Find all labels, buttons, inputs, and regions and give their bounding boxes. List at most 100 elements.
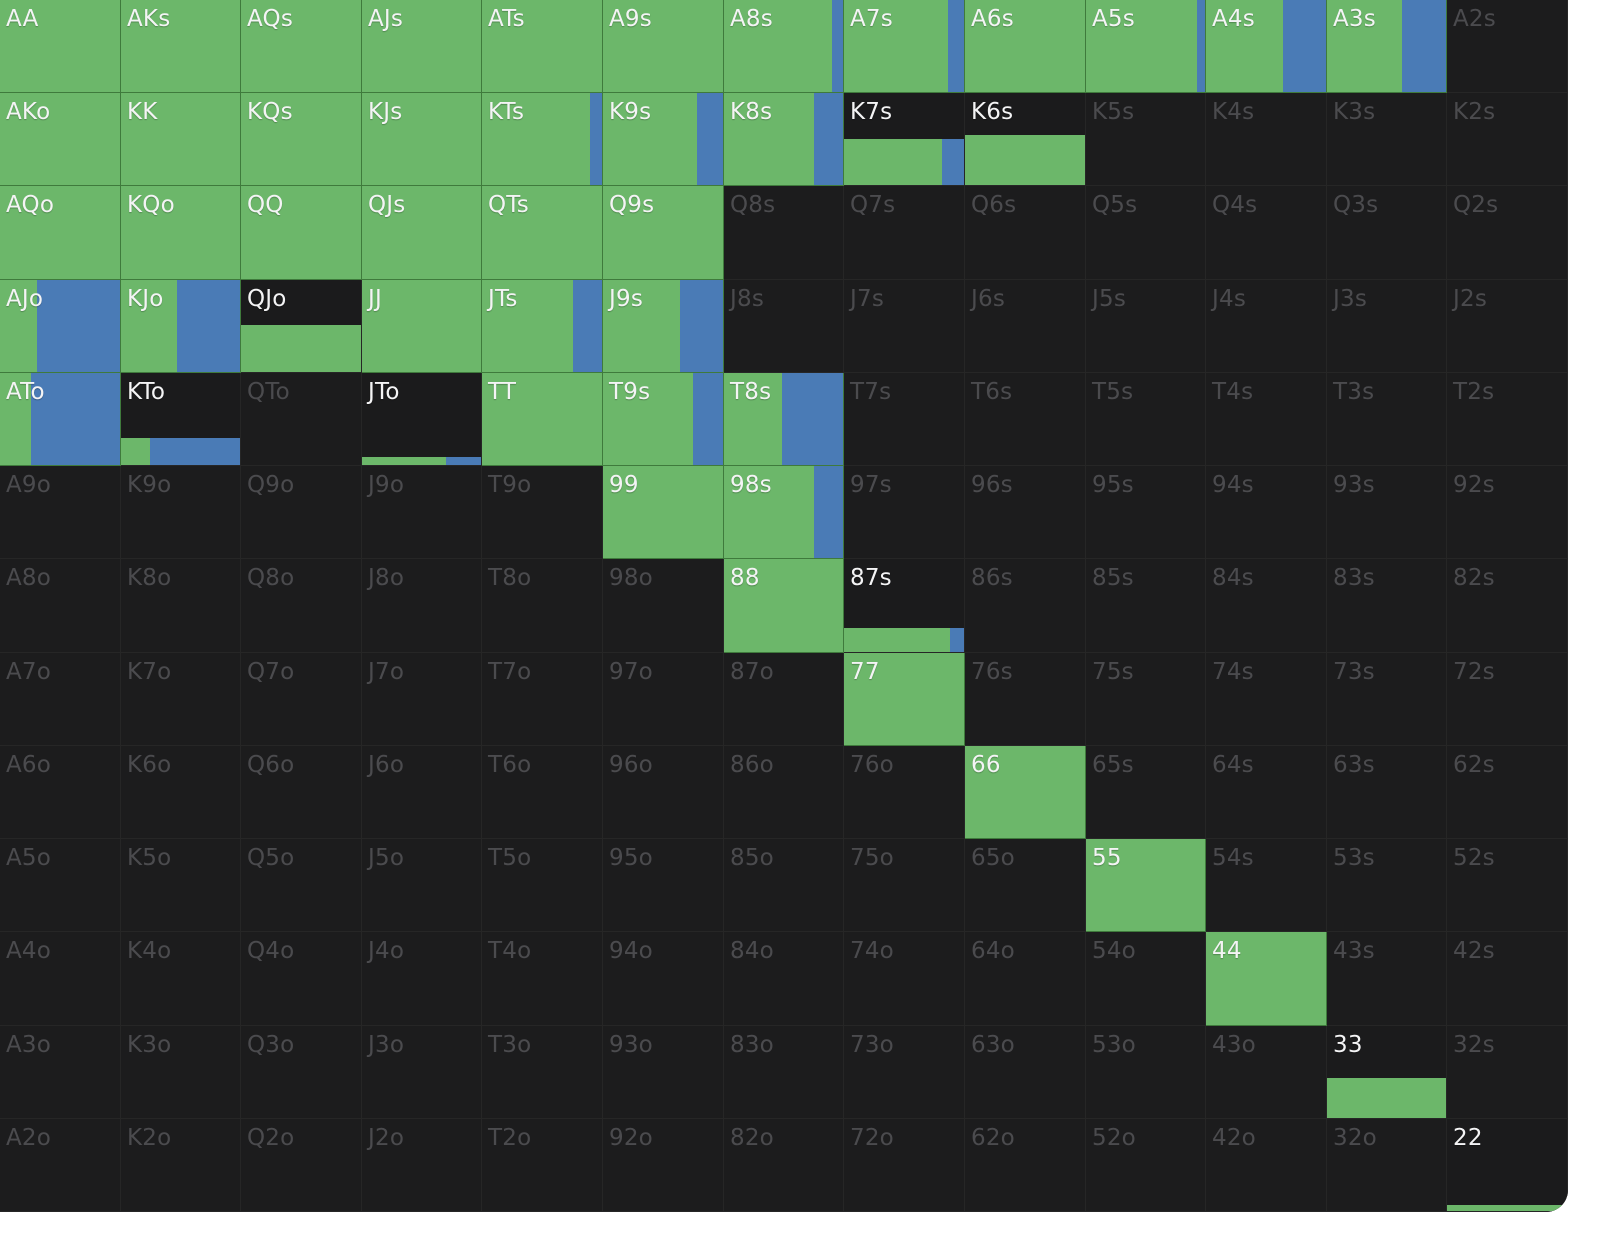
hand-cell-A5o[interactable]: A5o xyxy=(0,839,121,932)
hand-cell-63o[interactable]: 63o xyxy=(965,1026,1086,1119)
hand-cell-QTo[interactable]: QTo xyxy=(241,373,362,466)
hand-cell-A6s[interactable]: A6s xyxy=(965,0,1086,93)
hand-cell-54s[interactable]: 54s xyxy=(1206,839,1327,932)
hand-cell-74s[interactable]: 74s xyxy=(1206,653,1327,746)
hand-cell-J5o[interactable]: J5o xyxy=(362,839,482,932)
hand-cell-Q4o[interactable]: Q4o xyxy=(241,932,362,1026)
hand-cell-42s[interactable]: 42s xyxy=(1447,932,1568,1026)
hand-cell-T6s[interactable]: T6s xyxy=(965,373,1086,466)
hand-cell-98s[interactable]: 98s xyxy=(724,466,844,559)
hand-cell-43s[interactable]: 43s xyxy=(1327,932,1447,1026)
hand-cell-K3o[interactable]: K3o xyxy=(121,1026,241,1119)
hand-cell-AKo[interactable]: AKo xyxy=(0,93,121,186)
hand-cell-K4s[interactable]: K4s xyxy=(1206,93,1327,186)
hand-cell-53o[interactable]: 53o xyxy=(1086,1026,1206,1119)
hand-cell-72s[interactable]: 72s xyxy=(1447,653,1568,746)
hand-cell-J2o[interactable]: J2o xyxy=(362,1119,482,1212)
hand-cell-Q5o[interactable]: Q5o xyxy=(241,839,362,932)
hand-cell-Q6o[interactable]: Q6o xyxy=(241,746,362,839)
hand-cell-T5o[interactable]: T5o xyxy=(482,839,603,932)
hand-cell-A8o[interactable]: A8o xyxy=(0,559,121,653)
hand-cell-KJs[interactable]: KJs xyxy=(362,93,482,186)
hand-cell-83s[interactable]: 83s xyxy=(1327,559,1447,653)
hand-cell-T2o[interactable]: T2o xyxy=(482,1119,603,1212)
hand-cell-86o[interactable]: 86o xyxy=(724,746,844,839)
hand-cell-98o[interactable]: 98o xyxy=(603,559,724,653)
hand-cell-43o[interactable]: 43o xyxy=(1206,1026,1327,1119)
hand-cell-K7o[interactable]: K7o xyxy=(121,653,241,746)
hand-cell-KTo[interactable]: KTo xyxy=(121,373,241,466)
hand-cell-Q6s[interactable]: Q6s xyxy=(965,186,1086,280)
hand-cell-Q7o[interactable]: Q7o xyxy=(241,653,362,746)
hand-cell-T8s[interactable]: T8s xyxy=(724,373,844,466)
hand-cell-A4o[interactable]: A4o xyxy=(0,932,121,1026)
hand-cell-KJo[interactable]: KJo xyxy=(121,280,241,373)
hand-cell-32o[interactable]: 32o xyxy=(1327,1119,1447,1212)
hand-cell-ATs[interactable]: ATs xyxy=(482,0,603,93)
hand-cell-A7s[interactable]: A7s xyxy=(844,0,965,93)
hand-cell-T4s[interactable]: T4s xyxy=(1206,373,1327,466)
hand-cell-72o[interactable]: 72o xyxy=(844,1119,965,1212)
hand-cell-K9o[interactable]: K9o xyxy=(121,466,241,559)
hand-cell-T4o[interactable]: T4o xyxy=(482,932,603,1026)
hand-cell-99[interactable]: 99 xyxy=(603,466,724,559)
hand-cell-KTs[interactable]: KTs xyxy=(482,93,603,186)
hand-cell-A3s[interactable]: A3s xyxy=(1327,0,1447,93)
hand-cell-T9s[interactable]: T9s xyxy=(603,373,724,466)
hand-cell-88[interactable]: 88 xyxy=(724,559,844,653)
hand-cell-74o[interactable]: 74o xyxy=(844,932,965,1026)
hand-cell-75s[interactable]: 75s xyxy=(1086,653,1206,746)
hand-cell-65s[interactable]: 65s xyxy=(1086,746,1206,839)
hand-cell-84o[interactable]: 84o xyxy=(724,932,844,1026)
hand-cell-92o[interactable]: 92o xyxy=(603,1119,724,1212)
hand-cell-QJo[interactable]: QJo xyxy=(241,280,362,373)
hand-cell-A9s[interactable]: A9s xyxy=(603,0,724,93)
hand-cell-63s[interactable]: 63s xyxy=(1327,746,1447,839)
hand-cell-52o[interactable]: 52o xyxy=(1086,1119,1206,1212)
hand-cell-J7o[interactable]: J7o xyxy=(362,653,482,746)
hand-cell-82o[interactable]: 82o xyxy=(724,1119,844,1212)
hand-cell-A9o[interactable]: A9o xyxy=(0,466,121,559)
hand-cell-93o[interactable]: 93o xyxy=(603,1026,724,1119)
hand-cell-A8s[interactable]: A8s xyxy=(724,0,844,93)
hand-cell-95s[interactable]: 95s xyxy=(1086,466,1206,559)
hand-cell-A2o[interactable]: A2o xyxy=(0,1119,121,1212)
hand-cell-K8s[interactable]: K8s xyxy=(724,93,844,186)
hand-cell-K7s[interactable]: K7s xyxy=(844,93,965,186)
hand-cell-AKs[interactable]: AKs xyxy=(121,0,241,93)
hand-cell-84s[interactable]: 84s xyxy=(1206,559,1327,653)
hand-cell-96s[interactable]: 96s xyxy=(965,466,1086,559)
hand-cell-Q8s[interactable]: Q8s xyxy=(724,186,844,280)
hand-cell-94o[interactable]: 94o xyxy=(603,932,724,1026)
hand-cell-J2s[interactable]: J2s xyxy=(1447,280,1568,373)
hand-cell-22[interactable]: 22 xyxy=(1447,1119,1568,1212)
hand-cell-85s[interactable]: 85s xyxy=(1086,559,1206,653)
hand-cell-64s[interactable]: 64s xyxy=(1206,746,1327,839)
hand-cell-A5s[interactable]: A5s xyxy=(1086,0,1206,93)
hand-cell-A3o[interactable]: A3o xyxy=(0,1026,121,1119)
hand-cell-64o[interactable]: 64o xyxy=(965,932,1086,1026)
hand-cell-AQs[interactable]: AQs xyxy=(241,0,362,93)
hand-cell-65o[interactable]: 65o xyxy=(965,839,1086,932)
hand-cell-TT[interactable]: TT xyxy=(482,373,603,466)
hand-cell-Q5s[interactable]: Q5s xyxy=(1086,186,1206,280)
hand-cell-JTo[interactable]: JTo xyxy=(362,373,482,466)
hand-cell-A4s[interactable]: A4s xyxy=(1206,0,1327,93)
hand-cell-73s[interactable]: 73s xyxy=(1327,653,1447,746)
hand-cell-86s[interactable]: 86s xyxy=(965,559,1086,653)
hand-cell-AA[interactable]: AA xyxy=(0,0,121,93)
hand-cell-87s[interactable]: 87s xyxy=(844,559,965,653)
hand-cell-T9o[interactable]: T9o xyxy=(482,466,603,559)
hand-cell-AJs[interactable]: AJs xyxy=(362,0,482,93)
hand-cell-73o[interactable]: 73o xyxy=(844,1026,965,1119)
hand-cell-Q4s[interactable]: Q4s xyxy=(1206,186,1327,280)
hand-cell-K3s[interactable]: K3s xyxy=(1327,93,1447,186)
hand-cell-K8o[interactable]: K8o xyxy=(121,559,241,653)
hand-cell-32s[interactable]: 32s xyxy=(1447,1026,1568,1119)
hand-cell-J9o[interactable]: J9o xyxy=(362,466,482,559)
hand-cell-J4s[interactable]: J4s xyxy=(1206,280,1327,373)
hand-cell-Q2o[interactable]: Q2o xyxy=(241,1119,362,1212)
hand-cell-K2s[interactable]: K2s xyxy=(1447,93,1568,186)
hand-cell-K2o[interactable]: K2o xyxy=(121,1119,241,1212)
hand-cell-K6o[interactable]: K6o xyxy=(121,746,241,839)
